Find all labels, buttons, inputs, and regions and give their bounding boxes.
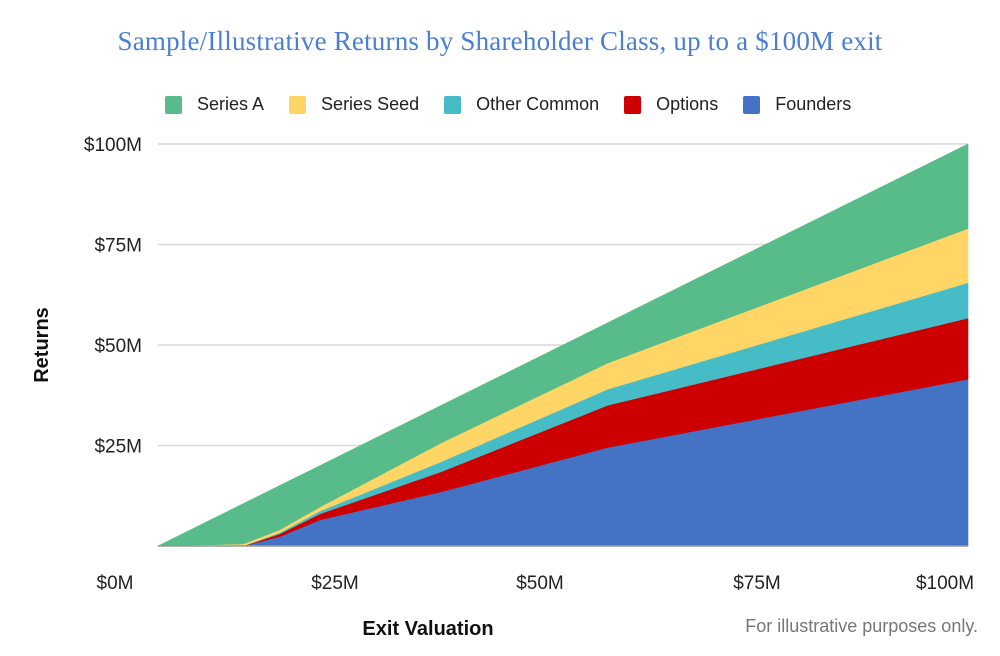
legend-label-series-seed: Series Seed <box>321 94 420 114</box>
y-axis-label: Returns <box>31 307 53 383</box>
legend-swatch-series-seed <box>289 95 307 114</box>
x-axis-label: Exit Valuation <box>362 618 493 640</box>
legend-label-series-a: Series A <box>197 94 265 114</box>
x-tick-label: $0M <box>97 573 134 594</box>
footnote: For illustrative purposes only. <box>745 616 978 636</box>
x-axis-ticks: $0M $25M $50M $75M $100M <box>97 573 975 594</box>
legend-swatch-other-common <box>444 95 462 114</box>
legend-label-founders: Founders <box>775 94 852 114</box>
legend-item-other-common[interactable]: Other Common <box>444 94 599 115</box>
y-axis-ticks: $25M $50M $75M $100M <box>84 135 142 458</box>
legend-swatch-series-a <box>165 95 182 114</box>
x-tick-label: $50M <box>516 573 564 594</box>
legend-swatch-options <box>624 95 642 114</box>
legend-label-options: Options <box>656 94 719 114</box>
legend-label-other-common: Other Common <box>476 94 600 114</box>
chart-title: Sample/Illustrative Returns by Sharehold… <box>117 26 883 56</box>
y-tick-label: $25M <box>94 437 142 458</box>
x-tick-label: $25M <box>311 573 359 594</box>
legend-item-founders[interactable]: Founders <box>743 94 851 115</box>
area-series-a[interactable] <box>157 143 969 547</box>
x-tick-label: $75M <box>733 573 781 594</box>
stacked-areas <box>157 143 969 547</box>
y-tick-label: $50M <box>94 336 142 357</box>
legend-item-series-a[interactable]: Series A <box>165 94 264 115</box>
legend-swatch-founders <box>743 95 761 114</box>
y-tick-label: $100M <box>84 135 142 156</box>
y-tick-label: $75M <box>94 236 142 257</box>
legend-item-options[interactable]: Options <box>624 94 718 115</box>
legend: Series A Series Seed Other Common Option… <box>165 94 876 115</box>
legend-item-series-seed[interactable]: Series Seed <box>289 94 419 115</box>
x-tick-label: $100M <box>916 573 974 594</box>
